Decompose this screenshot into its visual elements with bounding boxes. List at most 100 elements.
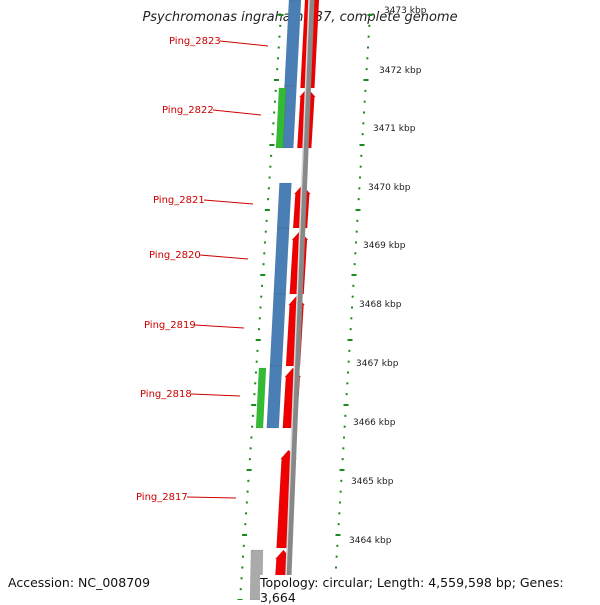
skew-dot-outer bbox=[367, 14, 373, 16]
gene-leader-2823 bbox=[219, 40, 269, 47]
rna-feature-2 bbox=[255, 367, 267, 429]
gene-label-2823: Ping_2823 bbox=[169, 36, 221, 47]
scale-label-3464: 3464 kbp bbox=[349, 536, 392, 546]
skew-dot-outer bbox=[355, 230, 358, 233]
skew-dot-outer bbox=[338, 512, 341, 515]
skew-dot-inner bbox=[254, 382, 257, 385]
skew-dot-inner bbox=[261, 284, 264, 287]
skew-dot-outer bbox=[351, 274, 357, 276]
skew-dot-outer bbox=[342, 447, 345, 450]
skew-dot-outer bbox=[358, 187, 361, 190]
skew-dot-outer bbox=[356, 219, 359, 222]
skew-dot-inner bbox=[267, 187, 270, 190]
skew-dot-outer bbox=[353, 263, 356, 266]
skew-dot-outer bbox=[363, 111, 365, 114]
skew-dot-outer bbox=[347, 360, 350, 363]
skew-dot-outer bbox=[340, 479, 343, 482]
gene-feature-5 bbox=[269, 293, 286, 367]
gene-label-2819: Ping_2819 bbox=[144, 320, 196, 331]
skew-dot-inner bbox=[265, 219, 268, 222]
scale-label-3469: 3469 kbp bbox=[363, 241, 406, 251]
skew-dot-outer bbox=[351, 306, 353, 309]
skew-dot-outer bbox=[339, 490, 342, 493]
gene-feature-4 bbox=[273, 227, 290, 295]
skew-dot-outer bbox=[335, 555, 338, 558]
skew-dot-inner bbox=[273, 100, 276, 103]
skew-dot-outer bbox=[347, 371, 349, 374]
skew-dot-inner bbox=[242, 555, 245, 558]
skew-dot-inner bbox=[276, 68, 279, 71]
skew-dot-outer bbox=[367, 35, 370, 38]
skew-dot-inner bbox=[255, 339, 261, 341]
skew-dot-outer bbox=[365, 68, 368, 71]
skew-dot-inner bbox=[267, 198, 270, 201]
skew-dot-inner bbox=[278, 35, 281, 38]
skew-dot-inner bbox=[269, 144, 275, 146]
skew-dot-inner bbox=[270, 154, 273, 157]
skew-dot-outer bbox=[364, 89, 367, 92]
skew-dot-outer bbox=[359, 144, 365, 146]
skew-dot-inner bbox=[248, 458, 251, 461]
skew-dot-outer bbox=[350, 317, 353, 320]
skew-dot-outer bbox=[348, 349, 351, 352]
skew-dot-inner bbox=[254, 371, 257, 374]
skew-dot-inner bbox=[276, 57, 279, 60]
scale-label-3472: 3472 kbp bbox=[379, 66, 422, 76]
gene-leader-2821 bbox=[203, 199, 254, 205]
skew-dot-inner bbox=[269, 165, 272, 168]
skew-dot-inner bbox=[250, 436, 253, 439]
skew-dot-inner bbox=[264, 241, 267, 244]
gene-labels: Ping_2823 Ping_2822 Ping_2821 Ping_2820 … bbox=[136, 36, 269, 503]
skew-dot-inner bbox=[279, 24, 282, 27]
gene-leader-2818 bbox=[190, 393, 241, 397]
gene-feature-1 bbox=[284, 0, 302, 87]
skew-dot-outer bbox=[361, 133, 364, 136]
skew-dot-inner bbox=[273, 79, 279, 81]
skew-dot-inner bbox=[260, 274, 266, 276]
skew-dot-inner bbox=[260, 295, 263, 298]
skew-dot-inner bbox=[271, 133, 274, 136]
topology-text: Topology: circular; Length: 4,559,598 bp… bbox=[260, 575, 600, 605]
skew-dot-outer bbox=[360, 154, 363, 157]
gene-leader-2820 bbox=[199, 254, 249, 260]
scale-label-3473: 3473 kbp bbox=[384, 6, 427, 16]
skew-dot-inner bbox=[247, 479, 250, 482]
skew-dot-outer bbox=[336, 544, 339, 547]
gene-leader-2819 bbox=[194, 324, 245, 329]
skew-dot-inner bbox=[241, 566, 244, 569]
skew-dot-inner bbox=[263, 252, 266, 255]
skew-dot-inner bbox=[242, 544, 245, 547]
skew-dot-inner bbox=[256, 349, 259, 352]
skew-dot-outer bbox=[363, 100, 366, 103]
skew-dot-inner bbox=[245, 512, 248, 515]
skew-dot-inner bbox=[251, 425, 254, 428]
skew-dot-outer bbox=[335, 566, 337, 569]
skew-dot-inner bbox=[244, 523, 247, 526]
skew-dot-inner bbox=[273, 111, 276, 114]
skew-dot-outer bbox=[337, 523, 340, 526]
scale-label-3467: 3467 kbp bbox=[356, 359, 399, 369]
gene-leader-2822 bbox=[212, 109, 262, 116]
skew-dot-inner bbox=[251, 414, 254, 417]
skew-dot-outer bbox=[359, 176, 361, 179]
skew-dot-inner bbox=[259, 306, 262, 309]
skew-dot-inner bbox=[246, 469, 252, 471]
skew-dot-outer bbox=[367, 46, 369, 49]
backbone-highlight bbox=[284, 0, 310, 600]
skew-dot-outer bbox=[347, 339, 353, 341]
skew-dot-outer bbox=[363, 79, 369, 81]
skew-dot-inner bbox=[253, 393, 256, 396]
skew-dot-outer bbox=[344, 414, 347, 417]
skew-dot-outer bbox=[339, 469, 345, 471]
skew-dot-outer bbox=[354, 252, 357, 255]
scale-label-3471: 3471 kbp bbox=[373, 124, 416, 134]
skew-dot-outer bbox=[346, 382, 349, 385]
skew-dot-outer bbox=[359, 165, 362, 168]
gene-label-2820: Ping_2820 bbox=[149, 250, 201, 261]
rna-feature-1 bbox=[275, 87, 287, 149]
backbone-ring bbox=[285, 0, 315, 600]
scale-label-3468: 3468 kbp bbox=[359, 300, 402, 310]
skew-dot-outer bbox=[368, 24, 371, 27]
skew-dot-inner bbox=[262, 263, 265, 266]
